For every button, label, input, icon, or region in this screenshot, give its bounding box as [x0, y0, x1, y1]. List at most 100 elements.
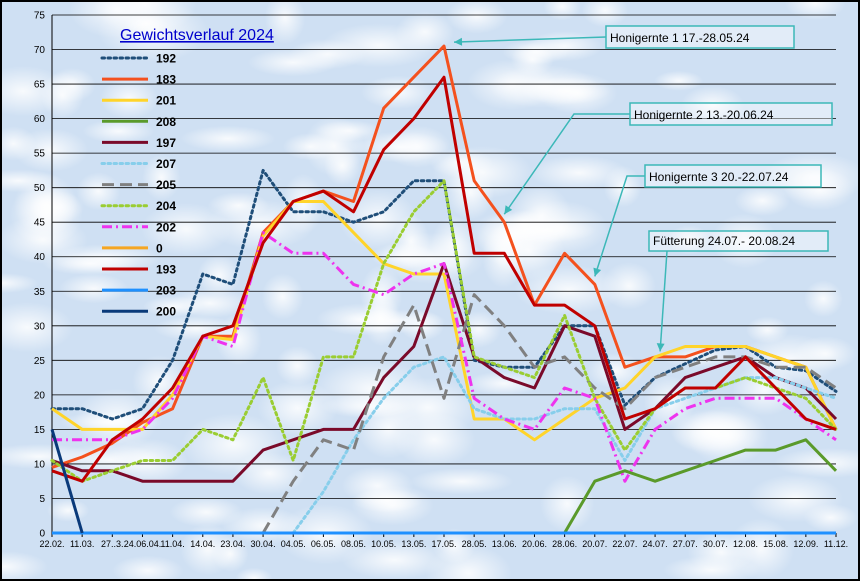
series-line-202 — [52, 231, 837, 483]
legend-label-205: 205 — [156, 178, 176, 192]
y-tick-label: 50 — [34, 183, 46, 194]
cloud-texture — [586, 352, 645, 389]
x-tick-label: 11.04. — [160, 539, 184, 549]
series-line-208 — [563, 438, 838, 534]
cloud-texture — [100, 77, 159, 120]
cloud-texture — [350, 131, 450, 163]
x-tick-label: 27..3. — [101, 539, 124, 549]
x-tick-label: 11.12. — [824, 539, 848, 549]
cloud-texture — [75, 388, 159, 451]
y-tick-label: 40 — [34, 252, 46, 263]
y-tick-label: 70 — [34, 45, 46, 56]
x-tick-label: 22.07. — [612, 539, 637, 549]
cloud-texture — [362, 291, 400, 347]
series-line-205 — [261, 293, 837, 534]
cloud-texture — [180, 523, 236, 576]
cloud-texture — [46, 498, 90, 522]
cloud-texture — [275, 345, 320, 386]
cloud-texture — [489, 64, 598, 109]
y-tick-label: 55 — [34, 149, 46, 160]
legend-label-204: 204 — [156, 199, 176, 213]
cloud-texture — [432, 528, 476, 564]
x-tick-label: 27.07. — [673, 539, 698, 549]
cloud-texture — [264, 2, 306, 45]
cloud-texture — [153, 315, 239, 341]
x-tick-label: 12.09. — [793, 539, 818, 549]
callout-text: Honigernte 1 17.-28.05.24 — [610, 31, 750, 45]
cloud-texture — [351, 488, 423, 513]
legend-label-200: 200 — [156, 305, 176, 319]
cloud-texture — [76, 172, 121, 211]
cloud-texture — [667, 225, 711, 255]
y-tick-label: 30 — [34, 321, 46, 332]
callout-arrowhead — [656, 343, 665, 352]
cloud-texture — [803, 503, 858, 532]
cloud-texture — [2, 551, 49, 579]
x-tick-label: 17.05. — [431, 539, 456, 549]
x-tick-label: 20.06. — [522, 539, 547, 549]
cloud-texture — [197, 254, 241, 297]
cloud-texture — [529, 155, 629, 191]
cloud-texture — [784, 2, 846, 20]
cloud-texture — [2, 302, 74, 353]
cloud-texture — [2, 273, 39, 294]
legend-label-197: 197 — [156, 136, 176, 150]
cloud-texture — [654, 70, 704, 91]
cloud-texture — [466, 371, 542, 396]
cloud-texture — [540, 475, 595, 533]
cloud-texture — [2, 169, 62, 193]
y-tick-label: 65 — [34, 80, 46, 91]
x-tick-label: 10.05. — [371, 539, 396, 549]
cloud-texture — [793, 336, 857, 371]
x-tick-label: 15.08. — [763, 539, 788, 549]
cloud-texture — [340, 540, 448, 579]
cloud-texture — [445, 2, 508, 34]
legend-label-0: 0 — [156, 241, 163, 255]
cloud-texture — [2, 443, 97, 469]
callout-box — [648, 230, 829, 252]
x-tick-label: 11.03. — [70, 539, 94, 549]
callout-arrowhead — [504, 205, 513, 215]
legend-label-193: 193 — [156, 263, 176, 277]
cloud-texture — [42, 252, 139, 276]
x-tick-label: 30.04. — [251, 539, 276, 549]
x-tick-label: 08.05. — [341, 539, 366, 549]
callout-leader — [503, 113, 630, 215]
y-tick-label: 60 — [34, 114, 46, 125]
x-tick-label: 30.07. — [703, 539, 728, 549]
cloud-texture — [732, 363, 797, 417]
y-tick-label: 5 — [39, 494, 45, 505]
cloud-texture — [40, 72, 85, 119]
x-tick-label: 20.07. — [582, 539, 607, 549]
cloud-texture — [410, 468, 514, 495]
cloud-texture — [492, 218, 597, 243]
cloud-texture — [680, 85, 745, 125]
y-tick-label: 15 — [34, 425, 46, 436]
cloud-texture — [601, 262, 657, 310]
x-tick-label: 14.04. — [190, 539, 215, 549]
x-tick-label: 06.05. — [311, 539, 336, 549]
y-tick-label: 75 — [34, 11, 46, 22]
callout-arrowhead — [454, 37, 463, 46]
x-tick-label: 28.05. — [462, 539, 487, 549]
callout-text: Fütterung 24.07.- 20.08.24 — [653, 234, 795, 248]
x-tick-label: 24.07. — [643, 539, 668, 549]
x-tick-label: 04.05. — [281, 539, 306, 549]
cloud-texture — [82, 119, 155, 144]
series-line-183 — [51, 44, 838, 469]
x-tick-label: 24.06.04. — [124, 539, 162, 549]
legend-label-208: 208 — [156, 115, 176, 129]
x-tick-label: 28.06. — [552, 539, 577, 549]
legend-label-183: 183 — [156, 73, 176, 87]
x-tick-label: 23.04. — [220, 539, 245, 549]
legend-label-207: 207 — [156, 157, 176, 171]
y-tick-label: 10 — [34, 459, 46, 470]
legend-label-203: 203 — [156, 284, 176, 298]
cloud-texture — [393, 412, 476, 467]
cloud-texture — [671, 410, 763, 457]
cloud-texture — [773, 447, 858, 478]
legend-label-192: 192 — [156, 52, 176, 66]
chart-title: Gewichtsverlauf 2024 — [120, 27, 274, 44]
cloud-texture — [142, 154, 181, 201]
